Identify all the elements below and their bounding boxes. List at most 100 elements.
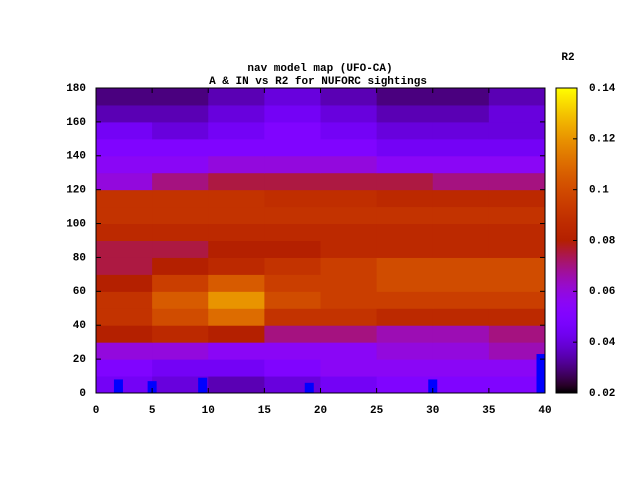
heat-cell xyxy=(264,257,321,275)
heat-cell xyxy=(488,121,546,140)
heat-cell xyxy=(488,325,546,343)
heat-cell xyxy=(320,88,378,106)
heat-cell xyxy=(264,138,321,157)
x-tick-label: 0 xyxy=(93,405,100,417)
heat-cell xyxy=(152,291,209,309)
heat-cell xyxy=(96,325,153,343)
heat-cell xyxy=(432,155,490,174)
heat-cell xyxy=(152,155,209,174)
heat-cell xyxy=(264,189,321,208)
heat-cell xyxy=(264,88,321,106)
heat-cell xyxy=(208,121,265,140)
heat-cell xyxy=(208,138,265,157)
bar xyxy=(198,377,208,393)
heat-cell xyxy=(208,342,265,360)
heat-cell xyxy=(152,104,209,123)
heat-cell xyxy=(376,104,434,123)
heat-cell xyxy=(152,189,209,208)
heat-cell xyxy=(488,155,546,174)
heat-cell xyxy=(208,104,265,123)
heat-cell xyxy=(376,257,434,275)
x-tick-label: 5 xyxy=(149,405,156,417)
heat-cell xyxy=(152,257,209,275)
x-tick-label: 20 xyxy=(314,405,327,417)
heat-cell xyxy=(208,359,265,377)
colorbar-tick-label: 0.06 xyxy=(589,286,615,298)
heat-cell xyxy=(208,172,265,191)
bar xyxy=(536,354,546,393)
heat-cell xyxy=(96,376,153,394)
heat-cell xyxy=(152,223,209,241)
heat-cell xyxy=(264,325,321,343)
heat-cell xyxy=(152,172,209,191)
heat-cell xyxy=(488,376,546,394)
x-tick-label: 30 xyxy=(426,405,439,417)
heat-cell xyxy=(376,308,434,326)
heat-cell xyxy=(432,121,490,140)
heat-cell xyxy=(320,257,378,275)
heat-cell xyxy=(376,359,434,377)
colorbar-tick-label: 0.04 xyxy=(589,337,616,349)
heat-cell xyxy=(320,172,378,191)
heat-cell xyxy=(96,155,153,174)
bar xyxy=(147,381,157,393)
heat-cell xyxy=(488,189,546,208)
heat-cell xyxy=(320,308,378,326)
heat-cell xyxy=(376,172,434,191)
heat-cell xyxy=(264,121,321,140)
heat-cell xyxy=(96,308,153,326)
heat-cell xyxy=(320,240,378,258)
heat-cell xyxy=(488,240,546,258)
heat-cell xyxy=(264,308,321,326)
heat-cell xyxy=(320,342,378,360)
bar xyxy=(113,379,123,393)
heat-cell xyxy=(320,189,378,208)
heat-cell xyxy=(432,291,490,309)
heat-cell xyxy=(432,189,490,208)
heat-cell xyxy=(208,155,265,174)
heat-cell xyxy=(376,291,434,309)
bar xyxy=(304,382,314,393)
x-tick-label: 15 xyxy=(258,405,272,417)
heat-cell xyxy=(376,121,434,140)
y-tick-label: 160 xyxy=(66,117,86,129)
heat-cell xyxy=(152,138,209,157)
colorbar-tick-label: 0.08 xyxy=(589,235,616,247)
colorbar-tick-label: 0.12 xyxy=(589,134,615,146)
heat-cell xyxy=(264,206,321,225)
y-tick-label: 180 xyxy=(66,83,86,95)
heat-cell xyxy=(96,291,153,309)
x-tick-label: 40 xyxy=(538,405,551,417)
heat-cell xyxy=(208,274,265,292)
y-tick-label: 140 xyxy=(66,151,86,163)
heat-cell xyxy=(320,291,378,309)
heat-cell xyxy=(432,206,490,225)
heat-cell xyxy=(488,342,546,360)
x-tick-label: 10 xyxy=(202,405,215,417)
heat-cell xyxy=(96,104,153,123)
heat-cell xyxy=(376,138,434,157)
heat-cell xyxy=(96,359,153,377)
heat-cell xyxy=(152,274,209,292)
heat-cell xyxy=(432,138,490,157)
heat-cell xyxy=(208,308,265,326)
chart-subtitle: A & IN vs R2 for NUFORC sightings xyxy=(209,76,427,88)
heat-cell xyxy=(264,274,321,292)
heat-cell xyxy=(208,291,265,309)
heat-cell xyxy=(320,274,378,292)
heat-cell xyxy=(152,325,209,343)
heat-cell xyxy=(488,274,546,292)
heat-cell xyxy=(96,172,153,191)
heat-cell xyxy=(152,121,209,140)
heat-cell xyxy=(488,88,546,106)
heat-cell xyxy=(208,189,265,208)
y-tick-label: 0 xyxy=(79,388,86,400)
heat-cell xyxy=(264,223,321,241)
heat-cell xyxy=(96,206,153,225)
heat-cell xyxy=(320,155,378,174)
heat-cell xyxy=(376,206,434,225)
heat-cell xyxy=(376,223,434,241)
heat-cell xyxy=(320,138,378,157)
heat-cell xyxy=(320,206,378,225)
